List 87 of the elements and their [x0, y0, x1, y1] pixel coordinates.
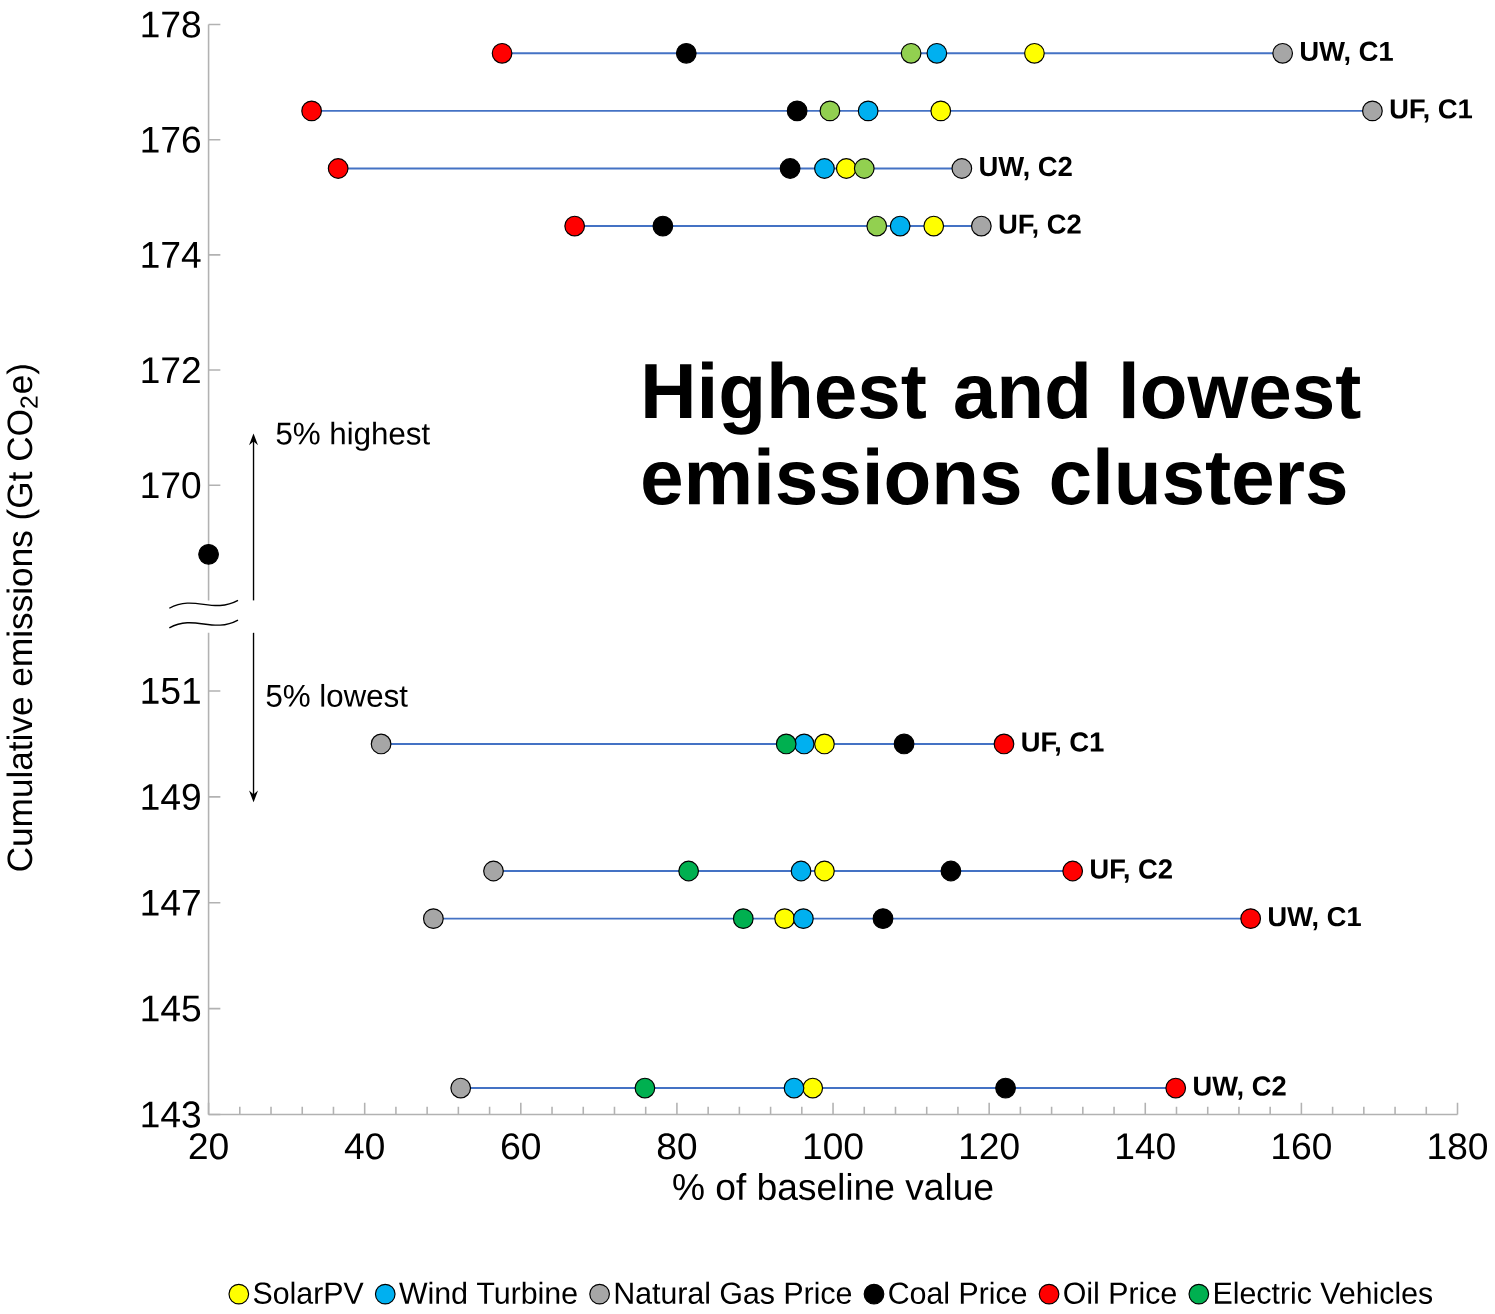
point	[866, 215, 888, 237]
point	[774, 908, 796, 929]
point	[779, 157, 801, 179]
point	[1024, 42, 1045, 64]
text: Highest and lowest emissions clusters	[643, 361, 1361, 505]
point	[853, 157, 875, 179]
point	[1240, 908, 1262, 929]
annotation: UF, C1	[1390, 99, 1473, 123]
legend-label: Oil Price	[1064, 1281, 1176, 1304]
x-tick-label: 180	[1429, 1132, 1488, 1160]
point	[783, 1077, 805, 1099]
point	[814, 860, 835, 882]
point	[970, 215, 992, 237]
point	[775, 733, 797, 755]
point	[900, 42, 922, 64]
x-tick-label: 100	[804, 1132, 863, 1160]
y-tick-label: 178	[142, 11, 201, 38]
legend-label: Wind Turbine	[399, 1281, 577, 1304]
y-tick-label: 151	[142, 677, 200, 704]
point	[857, 100, 879, 122]
y-tick-label: 170	[142, 471, 201, 499]
x-tick-label: 160	[1273, 1132, 1331, 1160]
point	[835, 157, 857, 179]
point	[370, 733, 392, 755]
point	[483, 860, 504, 882]
point	[893, 733, 915, 755]
y-tick-label: 143	[142, 1101, 201, 1128]
legend-label: Coal Price	[889, 1281, 1027, 1304]
point	[814, 157, 835, 179]
x-tick-label: 60	[502, 1132, 540, 1160]
y-tick-label: 172	[142, 356, 200, 383]
point	[198, 543, 219, 565]
legend-label: SolarPV	[253, 1281, 364, 1304]
point	[422, 908, 444, 929]
point	[889, 215, 911, 237]
point	[926, 42, 948, 64]
point	[301, 100, 323, 122]
point	[1272, 42, 1294, 64]
annotation: UF, C1	[1022, 732, 1104, 756]
x-tick-label: 80	[657, 1132, 697, 1160]
annotation: UW, C2	[980, 156, 1072, 180]
annotation: UF, C2	[999, 214, 1081, 238]
point	[1362, 100, 1383, 122]
annotation: UW, C1	[1301, 41, 1393, 65]
annotation: 5% highest	[276, 421, 430, 451]
y-axis-title: Cumulative emissions (Gt CO$_{2}$e)	[6, 365, 40, 871]
x-axis-title: % of baseline value	[673, 1172, 993, 1200]
point	[652, 215, 674, 237]
point	[951, 157, 973, 179]
point	[491, 42, 513, 64]
point	[792, 908, 814, 929]
legend-label: Natural Gas Price	[615, 1281, 852, 1304]
y-tick-label: 147	[142, 889, 200, 916]
point	[995, 1077, 1016, 1099]
point	[993, 733, 1015, 755]
point	[634, 1077, 656, 1099]
point	[1062, 860, 1084, 882]
point	[675, 42, 697, 64]
point	[793, 733, 815, 755]
point	[790, 860, 812, 882]
annotation: UW, C2	[1194, 1076, 1286, 1100]
x-tick-label: 140	[1117, 1132, 1175, 1160]
y-tick-label: 174	[142, 241, 201, 268]
point	[940, 860, 962, 882]
x-tick-label: 20	[189, 1132, 228, 1160]
point	[930, 100, 952, 122]
annotation: UF, C2	[1091, 859, 1172, 883]
x-tick-label: 40	[344, 1132, 384, 1160]
point	[923, 215, 945, 237]
y-tick-label: 149	[142, 783, 200, 810]
point	[786, 100, 808, 122]
legend-label: Electric Vehicles	[1215, 1281, 1433, 1304]
annotation: 5% lowest	[266, 683, 408, 707]
y-tick-label: 176	[142, 126, 201, 153]
x-tick-label: 120	[960, 1132, 1019, 1160]
point	[678, 860, 700, 882]
point	[564, 215, 586, 237]
point	[814, 733, 835, 755]
y-tick-label: 145	[142, 995, 201, 1022]
point	[1165, 1077, 1187, 1099]
point	[802, 1077, 824, 1099]
point	[819, 100, 841, 122]
point	[450, 1077, 472, 1099]
point	[732, 908, 754, 929]
point	[327, 157, 349, 179]
point	[872, 908, 894, 929]
annotation: UW, C1	[1269, 906, 1361, 931]
